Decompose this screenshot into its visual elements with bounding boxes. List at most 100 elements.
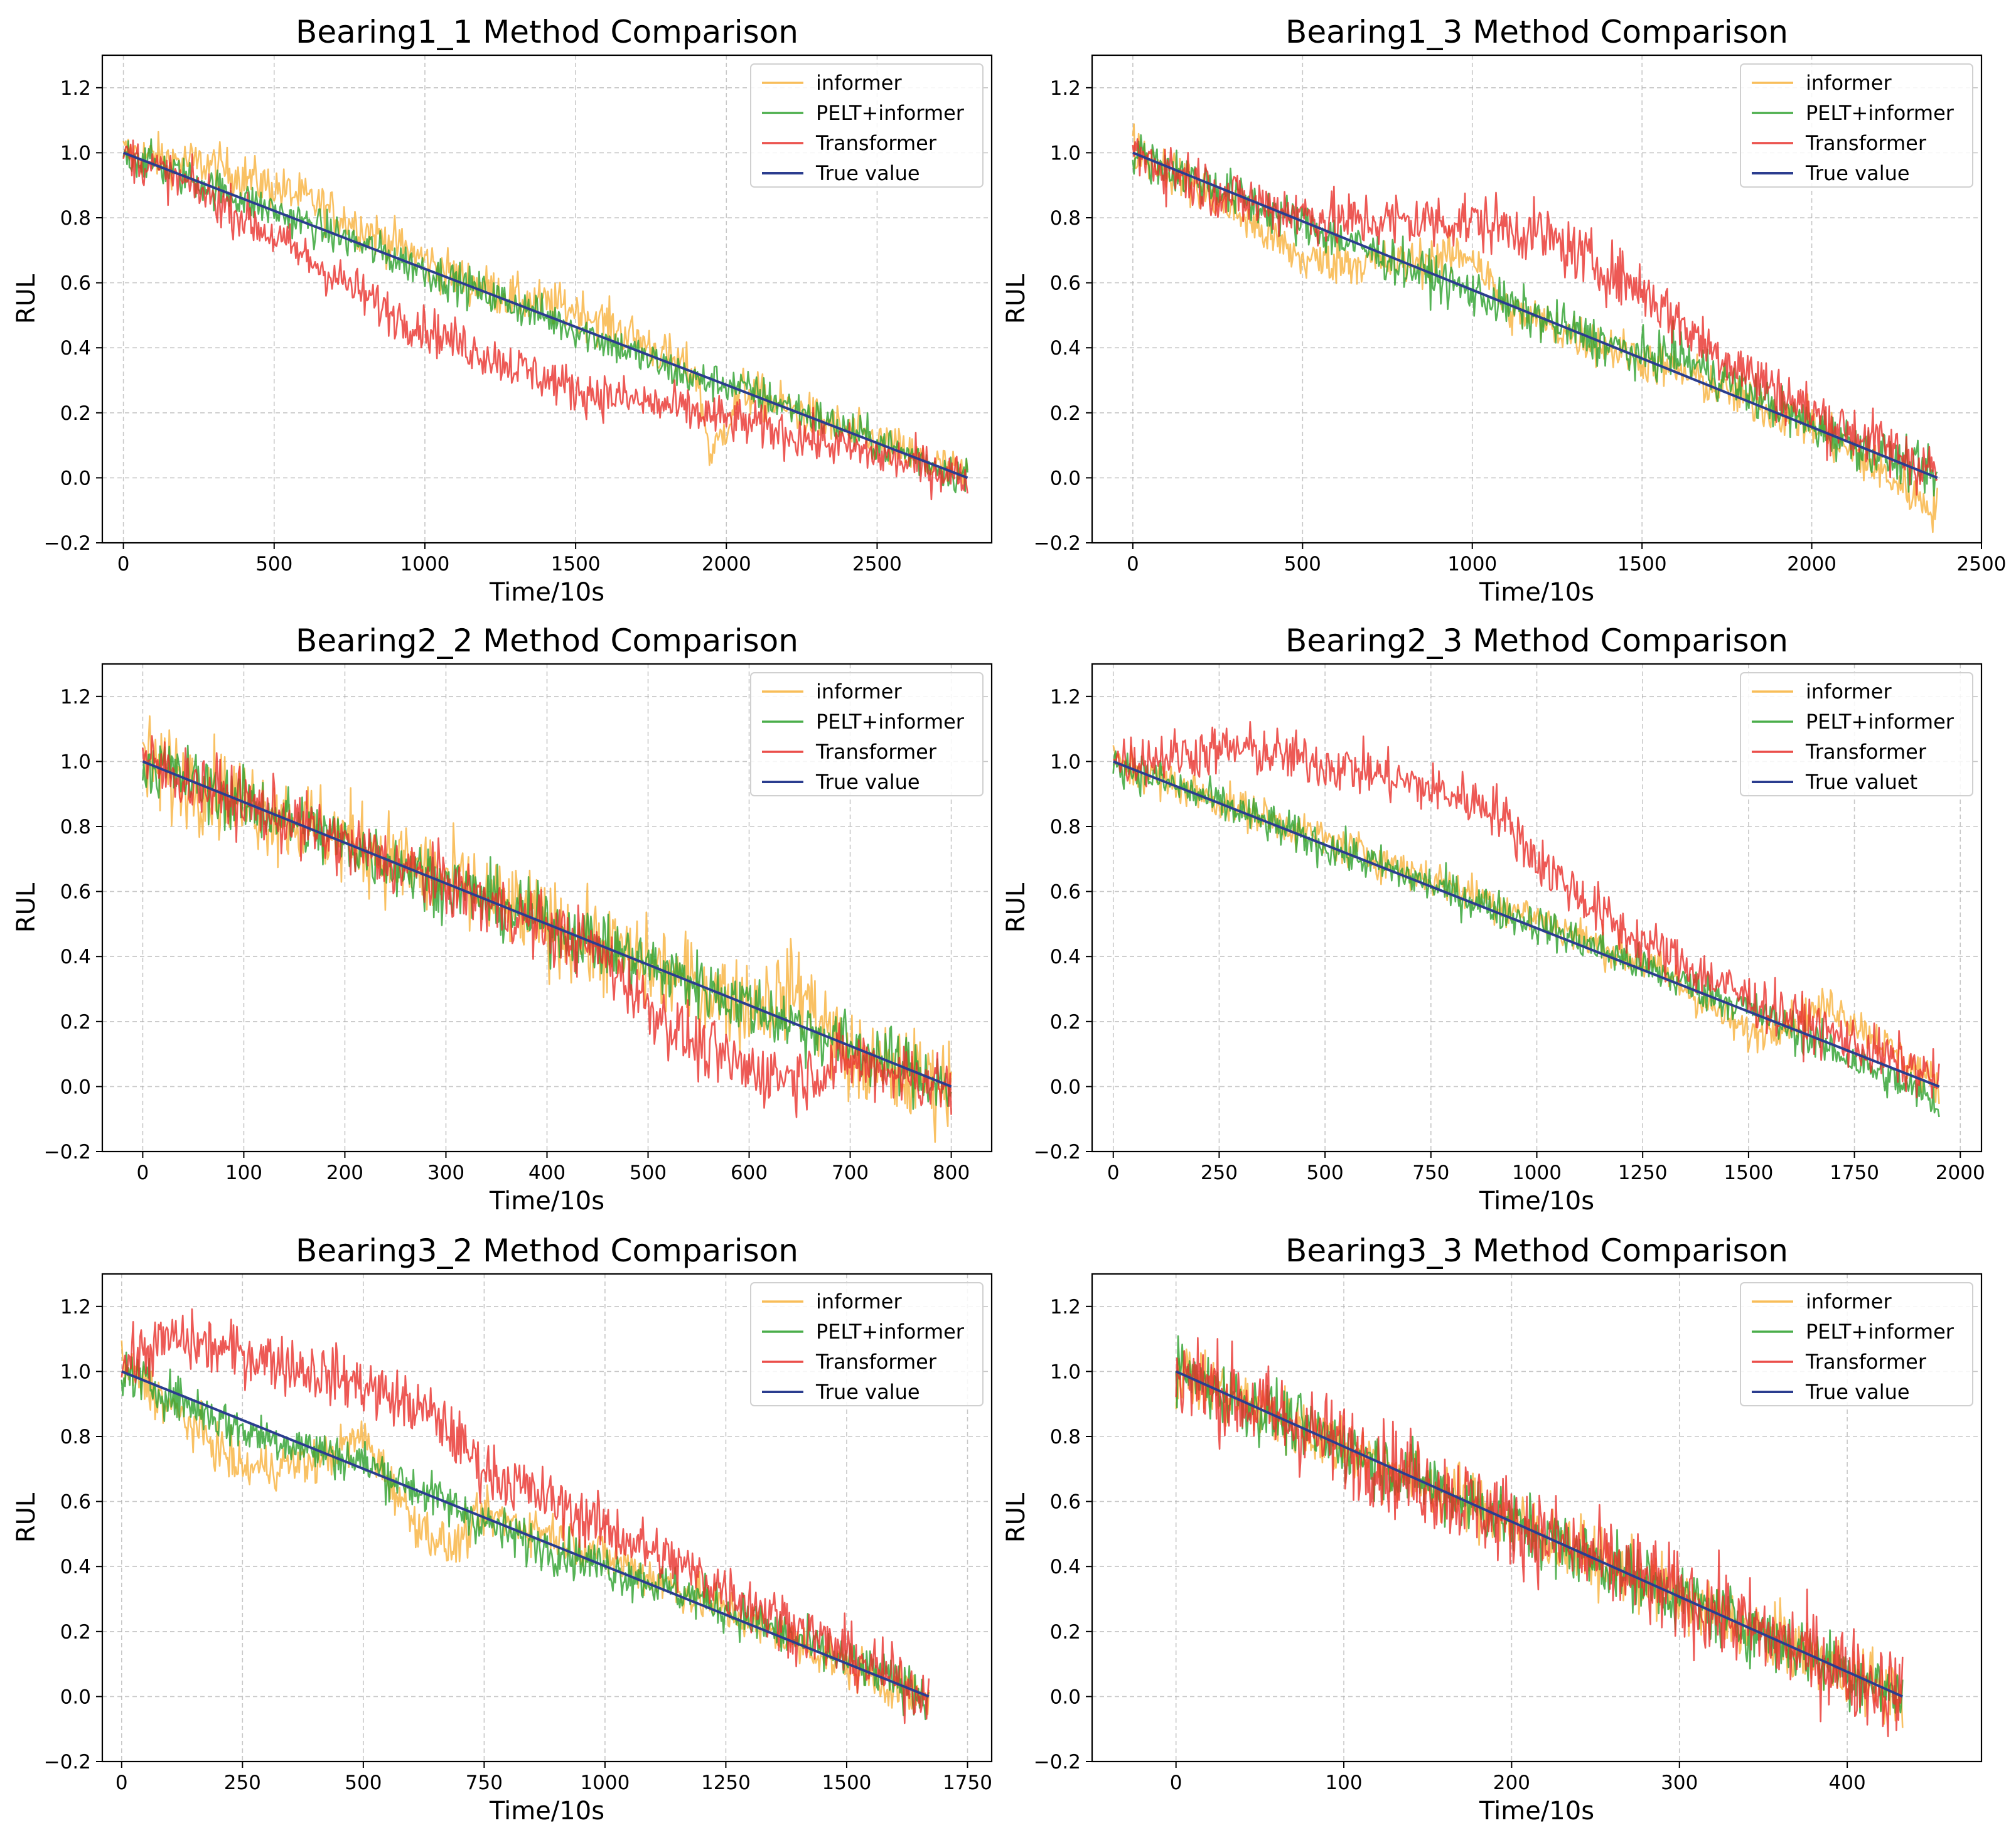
y-tick-label: 0.8 bbox=[1050, 816, 1081, 838]
y-tick-label: −0.2 bbox=[44, 1141, 91, 1163]
y-axis-label: RUL bbox=[1002, 274, 1031, 324]
x-tick-label: 300 bbox=[427, 1162, 464, 1184]
y-tick-label: 1.2 bbox=[1050, 1296, 1081, 1318]
plot-frame bbox=[1091, 1273, 1983, 1763]
x-tick-label: 1500 bbox=[822, 1772, 872, 1794]
y-tick-label: 0.0 bbox=[60, 1686, 91, 1708]
legend-label: Transformer bbox=[1805, 1350, 1927, 1374]
x-tick-label: 2000 bbox=[1936, 1162, 1985, 1184]
legend: informer PELT+informer Transformer True val… bbox=[750, 1282, 984, 1406]
y-tick-label: −0.2 bbox=[44, 532, 91, 555]
y-tick-label: 1.2 bbox=[60, 77, 91, 100]
x-tick-label: 750 bbox=[1412, 1162, 1449, 1184]
x-tick-label: 0 bbox=[117, 553, 130, 575]
legend-label: informer bbox=[816, 680, 902, 703]
x-tick-label: 1000 bbox=[1512, 1162, 1562, 1184]
x-tick-label: 1750 bbox=[1830, 1162, 1879, 1184]
plot-frame bbox=[101, 54, 993, 544]
y-tick-label: 0.0 bbox=[1050, 1686, 1081, 1708]
legend-label: PELT+informer bbox=[816, 101, 965, 125]
y-tick-label: 0.4 bbox=[60, 337, 91, 360]
legend-label: informer bbox=[816, 1290, 902, 1313]
x-tick-label: 400 bbox=[528, 1162, 566, 1184]
series-line-true-value bbox=[1175, 1370, 1904, 1698]
series-group bbox=[142, 715, 952, 1143]
series-line-transformer bbox=[122, 139, 968, 501]
legend-label: informer bbox=[816, 71, 902, 95]
legend-label: informer bbox=[1806, 680, 1892, 703]
x-tick-label: 800 bbox=[933, 1162, 970, 1184]
x-tick-label: 100 bbox=[225, 1162, 262, 1184]
y-tick-label: −0.2 bbox=[1034, 1751, 1081, 1773]
y-tick-label: 0.6 bbox=[60, 881, 91, 904]
x-tick-label: 1000 bbox=[580, 1772, 630, 1794]
x-tick-label: 500 bbox=[630, 1162, 667, 1184]
plot-frame bbox=[1091, 54, 1983, 544]
x-tick-label: 250 bbox=[1201, 1162, 1238, 1184]
y-tick-label: 0.2 bbox=[1050, 1011, 1081, 1034]
legend-label: Transformer bbox=[815, 740, 937, 764]
series-group bbox=[1175, 1335, 1904, 1738]
legend-label: PELT+informer bbox=[816, 710, 965, 734]
x-tick-label: 1000 bbox=[1447, 553, 1497, 575]
x-tick-label: 2000 bbox=[702, 553, 751, 575]
y-tick-label: 0.8 bbox=[1050, 207, 1081, 230]
y-tick-label: 0.8 bbox=[60, 1426, 91, 1448]
x-tick-label: 200 bbox=[326, 1162, 363, 1184]
y-tick-label: 0.2 bbox=[60, 1011, 91, 1034]
chart-panel-5: 0 250 500 750 1000 1250 1500 1750 −0.2 0.0 0.2 0.4 0… bbox=[12, 1233, 993, 1826]
chart-title: Bearing2_3 Method Comparison bbox=[1285, 623, 1788, 659]
y-tick-label: 0.4 bbox=[60, 1556, 91, 1578]
series-line-pelt-informer bbox=[121, 1351, 930, 1721]
legend-box bbox=[1740, 63, 1973, 188]
y-axis-label: RUL bbox=[12, 882, 41, 933]
legend-label: informer bbox=[1806, 71, 1892, 95]
y-tick-label: −0.2 bbox=[1034, 1141, 1081, 1163]
y-tick-label: 0.0 bbox=[60, 467, 91, 489]
chart-panel-6: 0 100 200 300 400 −0.2 0.0 0.2 0.4 0.6 0.8 1.0 1.2 Be… bbox=[1002, 1233, 1983, 1826]
x-tick-label: 500 bbox=[1307, 1162, 1344, 1184]
y-tick-label: 0.6 bbox=[60, 272, 91, 295]
series-line-transformer bbox=[142, 735, 952, 1118]
y-tick-label: 0.4 bbox=[1050, 337, 1081, 360]
y-tick-label: 1.0 bbox=[60, 751, 91, 773]
y-tick-label: 0.6 bbox=[1050, 1491, 1081, 1514]
y-axis-label: RUL bbox=[1002, 882, 1031, 933]
x-tick-label: 700 bbox=[832, 1162, 869, 1184]
x-tick-label: 250 bbox=[224, 1772, 261, 1794]
y-tick-label: 0.2 bbox=[60, 402, 91, 425]
legend-box bbox=[1740, 1282, 1973, 1406]
x-tick-label: 2000 bbox=[1787, 553, 1836, 575]
y-tick-label: 0.2 bbox=[1050, 402, 1081, 425]
x-tick-label: 500 bbox=[255, 553, 292, 575]
legend-label: Transformer bbox=[815, 1350, 937, 1374]
chart-title: Bearing1_3 Method Comparison bbox=[1285, 14, 1788, 50]
y-tick-label: 1.0 bbox=[60, 1361, 91, 1383]
x-axis-label: Time/10s bbox=[1479, 1797, 1594, 1826]
y-tick-label: 0.8 bbox=[1050, 1426, 1081, 1448]
x-tick-label: 400 bbox=[1829, 1772, 1866, 1794]
y-tick-label: 0.8 bbox=[60, 816, 91, 838]
y-axis-label: RUL bbox=[12, 274, 41, 324]
legend-label: PELT+informer bbox=[1806, 710, 1954, 734]
x-axis-label: Time/10s bbox=[1479, 578, 1594, 607]
chart-title: Bearing2_2 Method Comparison bbox=[296, 623, 798, 659]
y-tick-label: 0.0 bbox=[1050, 467, 1081, 489]
x-tick-label: 300 bbox=[1661, 1772, 1698, 1794]
y-tick-label: 0.4 bbox=[60, 946, 91, 968]
x-tick-label: 0 bbox=[1107, 1162, 1120, 1184]
x-tick-label: 1500 bbox=[1617, 553, 1667, 575]
legend-label: True value bbox=[815, 770, 920, 794]
x-tick-label: 200 bbox=[1493, 1772, 1530, 1794]
y-tick-label: 1.2 bbox=[60, 686, 91, 709]
legend-label: True value bbox=[1805, 161, 1910, 185]
x-tick-label: 1000 bbox=[400, 553, 450, 575]
y-tick-label: 0.6 bbox=[1050, 881, 1081, 904]
x-tick-label: 1250 bbox=[701, 1772, 751, 1794]
series-line-transformer bbox=[121, 1308, 930, 1725]
y-tick-label: 1.2 bbox=[60, 1296, 91, 1318]
x-tick-label: 1500 bbox=[1724, 1162, 1773, 1184]
x-tick-label: 500 bbox=[345, 1772, 382, 1794]
y-tick-label: 1.2 bbox=[1050, 77, 1081, 100]
